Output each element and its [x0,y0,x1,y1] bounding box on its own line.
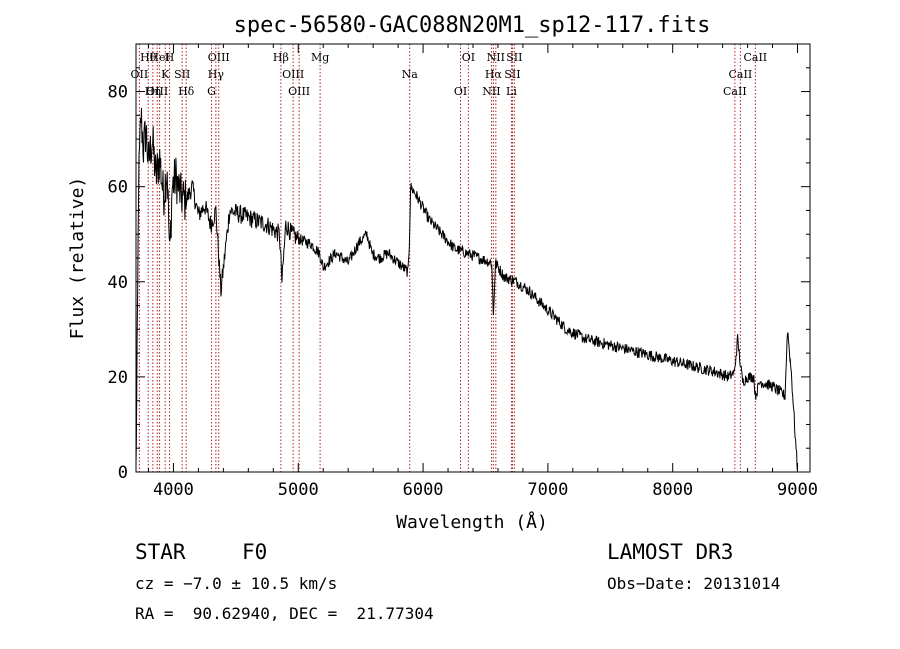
x-tick-label: 7000 [527,480,568,500]
plot-frame [135,43,811,473]
line-label: Hη [145,85,161,98]
emission-line-markers: Hθ OII OIII HeI KHη H SII Hδ OIII Hγ G Hβ OIII OIII Mg… [131,44,767,472]
line-label: G [207,85,216,98]
coordinates: RA = 90.62940, DEC = 21.77304 [135,604,434,623]
line-label: Li [506,85,517,98]
object-class: STAR [135,540,186,564]
spectrum-chart: spec-56580-GAC088N20M1_sp12-117.fits Hθ O… [67,13,818,533]
line-label: SII [506,51,522,64]
line-label: NII [487,51,505,64]
line-label: OIII [288,85,310,98]
chart-title: spec-56580-GAC088N20M1_sp12-117.fits [234,13,711,38]
x-tick-label: 9000 [777,480,818,500]
redshift-velocity: cz = −7.0 ± 10.5 km/s [135,574,338,593]
x-tick-label: 5000 [278,480,319,500]
line-label: OIII [208,51,230,64]
spectral-subclass: F0 [242,540,268,564]
line-label: HeI [149,51,169,64]
line-label: OI [462,51,475,64]
y-tick-label: 0 [118,463,128,483]
x-tick-label: 8000 [652,480,693,500]
line-label: Hθ [140,51,157,64]
line-label: Mg [311,51,329,64]
line-label: NII [482,85,500,98]
y-axis-label: Flux (relative) [67,177,88,340]
line-label: K [161,68,170,81]
observation-date: Obs−Date: 20131014 [607,574,781,593]
line-label: Hγ [208,68,225,81]
line-label: SII [504,68,520,81]
line-label: H [165,51,175,64]
survey-name: LAMOST DR3 [607,540,734,564]
line-label: CaII [743,51,767,64]
line-label: OII [131,68,149,81]
line-label: Hβ [273,51,289,64]
x-tick-label: 6000 [403,480,444,500]
line-label: CaII [729,68,753,81]
line-label: SII [174,68,190,81]
line-label: OI [454,85,467,98]
line-label: OIII [282,68,304,81]
x-tick-label: 4000 [153,480,194,500]
spectrum-line [135,107,798,473]
spectrum-layer [135,107,798,473]
x-axis-label: Wavelength (Å) [396,511,548,533]
line-label: Hα [485,68,503,81]
axes: 4000 5000 6000 7000 8000 9000 0 20 40 60 80 [108,43,818,500]
y-tick-label: 20 [108,368,128,388]
line-label: Hδ [178,85,195,98]
line-label: CaII [723,85,747,98]
y-tick-label: 40 [108,273,128,293]
line-label: OIII [146,85,168,98]
line-label: Na [402,68,419,81]
y-tick-label: 60 [108,178,128,198]
y-tick-label: 80 [108,83,128,103]
